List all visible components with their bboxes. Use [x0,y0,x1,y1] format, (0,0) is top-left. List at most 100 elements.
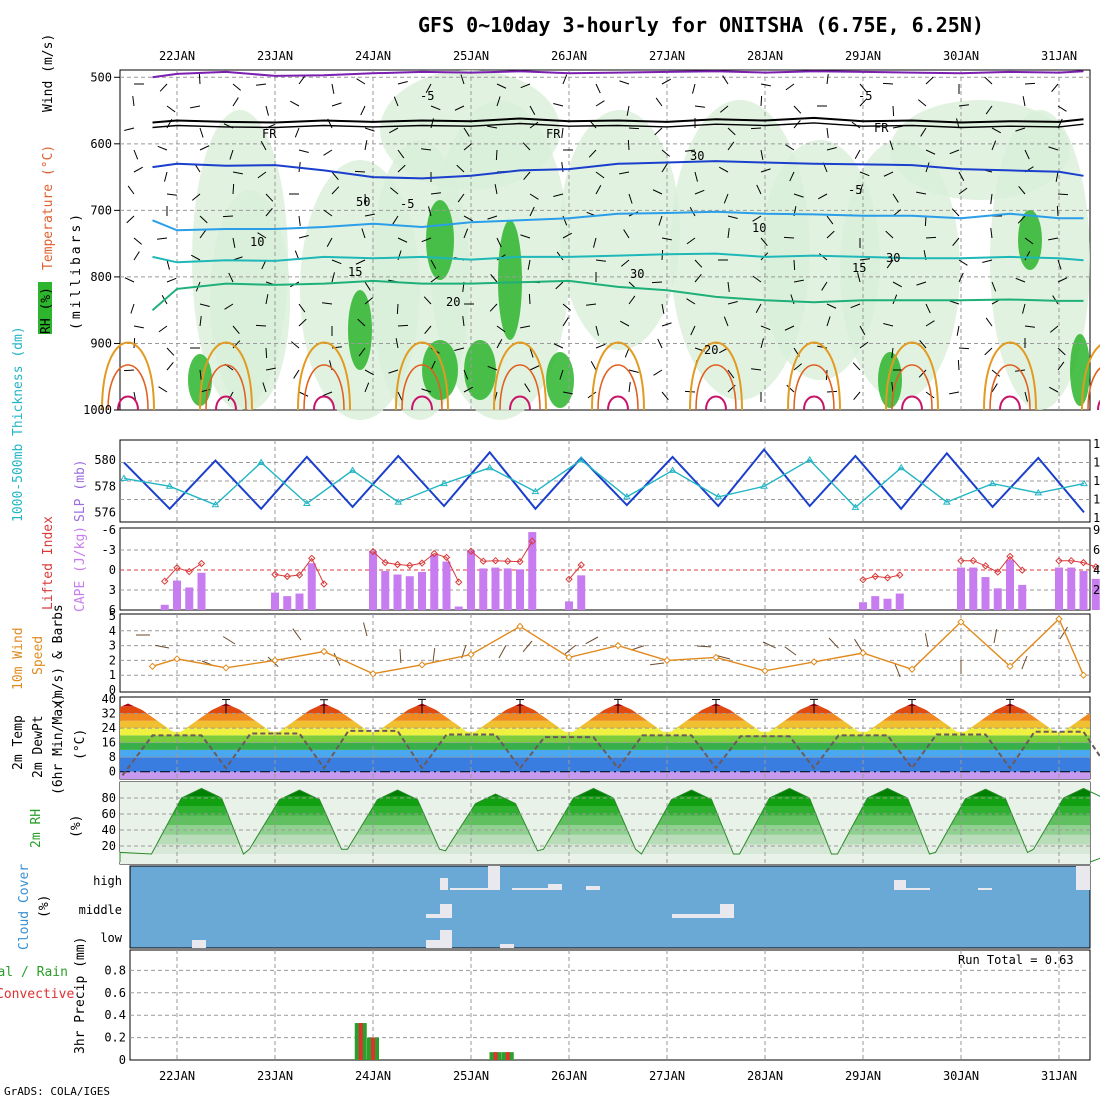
wind-barb-24 [925,76,934,85]
bottom-date-labels: 22JAN 23JAN 24JAN 25JAN 26JAN 27JAN 28JAN 29JAN… [159,1069,1077,1083]
wind-barb-216 [562,232,573,239]
bottom-date-24JAN: 24JAN [355,1069,391,1083]
wind-barb-307 [686,298,696,305]
contour-line-fr-b [152,122,1084,129]
wind-barb-247 [620,259,630,267]
wind-barb-233 [166,259,170,270]
temp-band-2 [120,749,1090,758]
li-marker-2-6 [442,553,451,562]
wind-barb-330 [496,325,506,333]
wind-barb-413 [364,382,370,393]
bottom-date-29JAN: 29JAN [845,1069,881,1083]
wind-barb-39 [454,105,465,111]
arch-outer-6 [689,341,743,411]
wind-barb-144 [1055,171,1059,182]
cloud-panel: high middle low Cloud Cover (%) [17,864,1091,950]
li-marker-2-3 [406,561,414,570]
wind-barb-372 [919,339,927,349]
top-date-27JAN: 27JAN [649,49,685,63]
wind-barb-146 [166,193,177,196]
wind10m-frame [119,613,1091,693]
slp-tick-1008: 1008 [1093,511,1100,525]
wind-barb-299 [423,296,432,305]
contour-label-1: -5 [858,89,872,103]
cape-frame [119,527,1091,611]
wind-barb-193 [752,215,762,222]
contour-label-8: 10 [752,221,766,235]
thickness-marker-20 [1034,488,1043,496]
wind-barb-201 [1017,215,1026,224]
wind-barb-327 [397,324,409,327]
rh2m-fill [119,782,1100,864]
wind-barb-332 [562,317,569,327]
bottom-date-28JAN: 28JAN [747,1069,783,1083]
w10-marker-9 [565,653,573,662]
wind-barb-138 [859,171,870,177]
rh-light-blob-10 [380,70,560,190]
wind-barb-129 [561,162,564,173]
wind-barb-43 [595,100,605,107]
li-marker-6-2 [981,562,990,570]
w10-barb-23 [894,663,901,678]
wind-barb-159 [595,184,602,195]
cape-ticks: 924 693 462 231 -6 -3 0 3 6 [102,523,1100,617]
wind-barb-282 [821,281,828,291]
wind-barb-192 [727,215,738,219]
thickness-marker-18 [942,498,951,505]
wind-barb-20 [785,83,795,91]
top-date-26JAN: 26JAN [551,49,587,63]
bottom-date-30JAN: 30JAN [943,1069,979,1083]
precip-conv-0 [358,1023,363,1060]
wind-barb-109 [854,149,861,160]
wind-barb-334 [619,320,630,327]
wind-barb-117 [164,171,168,182]
wind-barb-254 [859,258,870,261]
rh-green-blob-2 [348,290,372,370]
w10-barb-6 [333,652,341,666]
precip-bars [354,1023,514,1060]
cape-bar-9 [369,551,377,610]
wind-barb-168 [892,193,899,203]
wind-barb-395 [727,369,735,379]
wind-barb-178 [265,207,273,217]
cape-bar-13 [418,571,426,610]
wind-barb-419 [562,391,573,395]
wind-barb-386 [430,360,436,371]
w10-barb-14 [585,636,599,645]
wind-barb-111 [925,149,936,155]
wind-barb-308 [727,301,738,305]
rh-band-0 [120,844,1090,854]
wind-barb-157 [529,193,539,200]
arch-inner-8 [891,364,933,411]
li-marker-1-1 [283,572,291,581]
cloud-block-6 [894,880,906,890]
w10-marker-8 [516,622,524,631]
wind-barb-214 [496,237,502,248]
arch-core-3 [411,395,433,411]
cape-bar-7 [307,563,316,610]
wind-barb-148 [232,183,235,195]
li-marker-7-0 [1055,556,1063,565]
li-marker-4-1 [577,561,585,569]
thickness-marker-5 [348,466,357,473]
thickness-marker-3 [257,458,266,465]
w10-marker-14 [810,658,818,666]
top-date-24JAN: 24JAN [355,49,391,63]
cloud-block-8 [978,888,992,890]
wind-barb-371 [891,347,894,358]
thickness-marker-9 [531,487,540,495]
wind-barb-432 [991,383,998,393]
wind-barb-393 [653,369,663,376]
li-line-6 [961,555,1023,573]
cape-bar-19 [491,567,500,610]
cape-bar-4 [271,592,279,610]
contour-label-5: -5 [400,197,414,211]
pressure-tick-1000: 1000 [83,403,112,417]
wind-barb-38 [430,105,441,111]
wind-barb-384 [364,369,375,376]
wind-barb-68 [463,127,470,137]
wind-barb-342 [883,323,894,327]
wind-barb-135 [760,168,771,173]
wind-barb-99 [522,142,531,151]
wind-barb-152 [364,193,367,205]
